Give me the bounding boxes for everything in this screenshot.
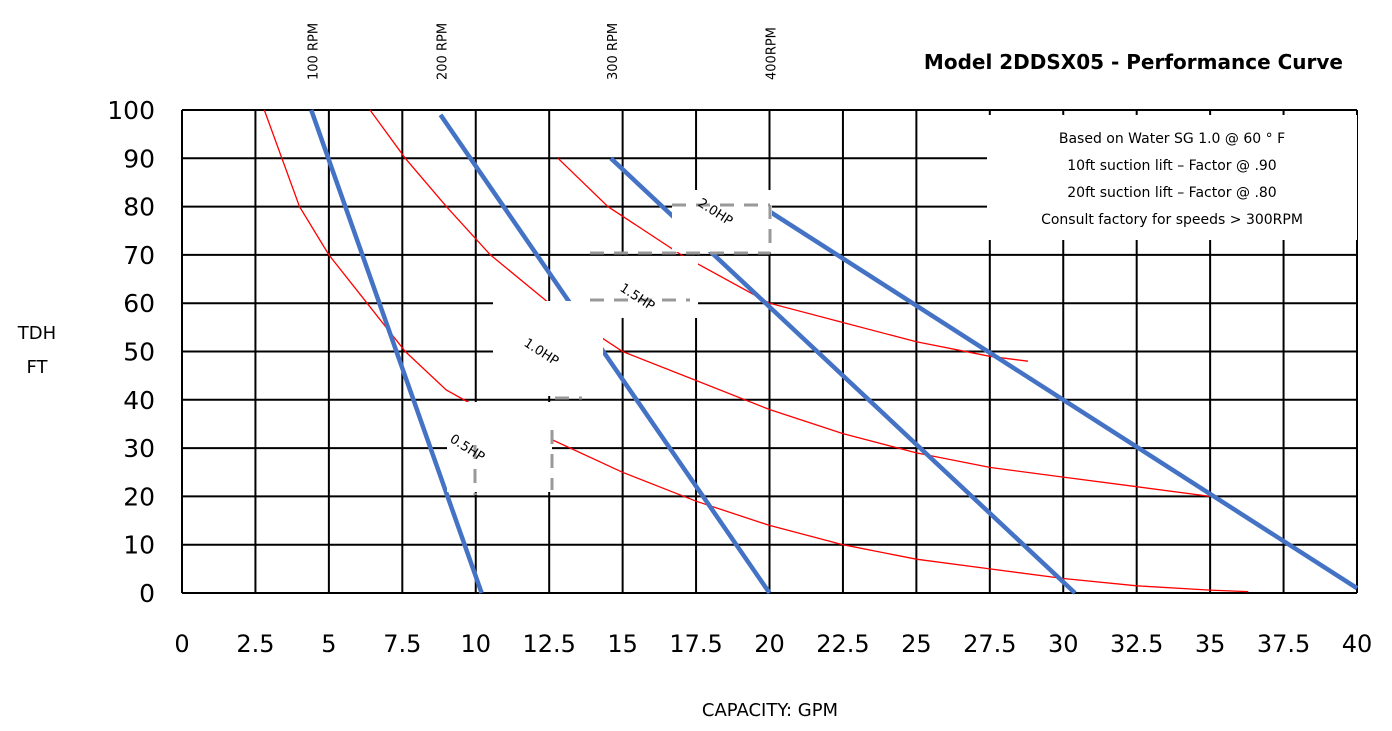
x-tick-label-9: 22.5 [816,630,869,658]
x-tick-label-14: 35 [1195,630,1226,658]
hp-label-bg-1-5 [590,256,698,318]
power-curve-1-5hp [557,157,1029,362]
note-line-1: Based on Water SG 1.0 @ 60 ° F [1059,131,1285,147]
x-tick-label-8: 20 [754,630,785,658]
hp-label-dashes [473,203,772,495]
rpm-labels: 100 RPM 200 RPM 300 RPM 400RPM [306,23,779,80]
y-tick-label-4: 40 [123,386,155,415]
x-tick-label-16: 40 [1342,630,1373,658]
speed-line-1 [309,109,484,594]
x-tick-label-5: 12.5 [522,630,575,658]
y-tick-label-9: 90 [123,144,155,173]
note-line-4: Consult factory for speeds > 300RPM [1041,212,1303,228]
rpm-label-3: 300 RPM [606,23,621,80]
y-axis-ticks: 0 10 20 30 40 50 60 70 80 90 100 [107,96,155,608]
power-curves [263,109,1249,593]
x-tick-label-10: 25 [901,630,932,658]
y-tick-label-7: 70 [123,241,155,270]
chart-title: Model 2DDSX05 - Performance Curve [924,50,1343,74]
x-tick-label-12: 30 [1048,630,1079,658]
x-tick-label-15: 37.5 [1257,630,1310,658]
y-tick-label-8: 80 [123,193,155,222]
y-tick-label-2: 20 [123,482,155,511]
y-tick-label-1: 10 [123,531,155,560]
hp-label-bg-0-5 [447,402,552,492]
y-axis-title-line-1: TDH [17,323,56,344]
hp-label-bg-2-0 [672,190,772,252]
power-curve-1-0hp [369,109,1211,498]
speed-line-4 [768,209,1359,591]
x-axis-ticks: 0 2.5 5 7.5 10 12.5 15 17.5 20 22.5 25 27.5 30 32.5 35… [174,630,1372,658]
x-tick-label-3: 7.5 [383,630,421,658]
notes-box [987,115,1357,240]
x-tick-label-11: 27.5 [963,630,1016,658]
x-tick-label-4: 10 [460,630,491,658]
y-tick-label-3: 30 [123,434,155,463]
rpm-label-2: 200 RPM [436,23,451,80]
x-tick-label-0: 0 [174,630,189,658]
x-tick-label-1: 2.5 [236,630,274,658]
note-line-2: 10ft suction lift – Factor @ .90 [1067,158,1276,174]
y-tick-label-0: 0 [139,579,155,608]
y-tick-label-10: 100 [107,96,155,125]
note-line-3: 20ft suction lift – Factor @ .80 [1067,185,1276,201]
x-axis-title: CAPACITY: GPM [702,700,838,721]
x-tick-label-13: 32.5 [1110,630,1163,658]
y-tick-label-6: 60 [123,289,155,318]
power-curve-0-5hp [263,109,1249,593]
speed-line-2 [438,113,772,595]
rpm-label-4: 400RPM [765,27,780,80]
y-axis-title-line-2: FT [26,357,48,378]
y-tick-label-5: 50 [123,338,155,367]
x-tick-label-2: 5 [321,630,336,658]
rpm-label-1: 100 RPM [306,23,321,80]
hp-label-bg-1-0 [493,301,603,396]
x-tick-label-6: 15 [607,630,638,658]
x-tick-label-7: 17.5 [669,630,722,658]
